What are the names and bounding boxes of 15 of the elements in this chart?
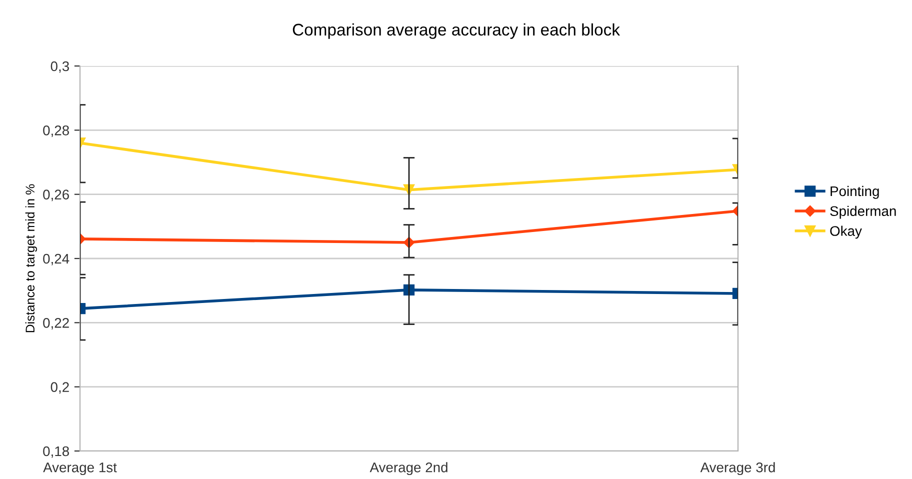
legend-label: Spiderman [830, 206, 896, 219]
y-tick-label: 0,18 [43, 446, 69, 458]
y-tick-label: 0,2 [50, 382, 69, 394]
y-tick-label: 0,22 [43, 318, 69, 330]
y-axis-title: Distance to target mid in % [25, 184, 37, 332]
y-tick-label: 0,24 [43, 254, 70, 266]
x-tick-label: Average 3rd [700, 462, 775, 476]
y-tick-label: 0,28 [43, 126, 69, 137]
legend-label: Pointing [830, 186, 879, 199]
y-tick-label: 0,3 [50, 61, 69, 73]
x-tick-label: Average 1st [43, 462, 117, 476]
chart-title: Comparison average accuracy in each block [292, 23, 620, 39]
legend-label: Okay [830, 226, 862, 239]
x-tick-label: Average 2nd [370, 462, 448, 476]
y-tick-label: 0,26 [43, 190, 69, 202]
